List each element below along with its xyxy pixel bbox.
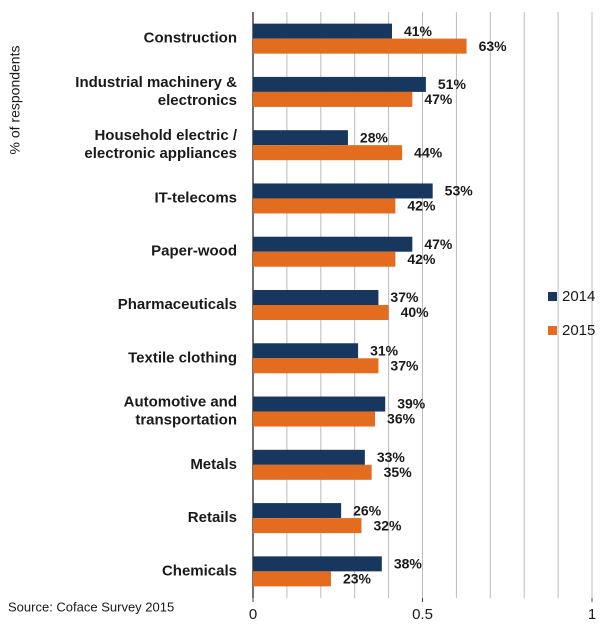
bar bbox=[253, 358, 379, 374]
y-tick-label: IT-telecoms bbox=[154, 189, 237, 206]
y-tick-label: Automotive and transportation bbox=[124, 394, 237, 429]
value-label: 53% bbox=[445, 183, 474, 199]
value-label: 39% bbox=[397, 396, 426, 412]
y-tick-label: Chemicals bbox=[162, 562, 237, 579]
bar bbox=[253, 76, 426, 92]
y-tick-label: Industrial machinery & electronics bbox=[75, 74, 237, 109]
value-label: 44% bbox=[414, 144, 443, 160]
bar bbox=[253, 236, 413, 252]
bar bbox=[253, 145, 403, 161]
y-tick-label: Household electric / electronic appliance… bbox=[84, 127, 237, 162]
bar bbox=[253, 183, 433, 199]
value-label: 33% bbox=[377, 449, 406, 465]
value-label: 38% bbox=[394, 556, 423, 572]
bar bbox=[253, 290, 379, 305]
bar bbox=[253, 38, 467, 54]
value-label: 41% bbox=[404, 23, 433, 39]
bar bbox=[253, 251, 396, 267]
bar bbox=[253, 343, 359, 359]
source: Source: Coface Survey 2015 bbox=[8, 599, 174, 614]
legend-swatch bbox=[548, 326, 557, 335]
bar bbox=[253, 198, 396, 214]
value-label: 51% bbox=[438, 76, 467, 92]
y-tick-label: Metals bbox=[190, 456, 237, 473]
value-label: 37% bbox=[390, 289, 419, 305]
bar bbox=[253, 396, 386, 412]
bar bbox=[253, 305, 389, 320]
bar bbox=[253, 130, 348, 146]
value-label: 47% bbox=[424, 236, 453, 252]
y-tick-label: Pharmaceuticals bbox=[118, 296, 237, 313]
value-label: 36% bbox=[387, 411, 416, 427]
legend-label: 2014 bbox=[562, 288, 595, 305]
value-label: 40% bbox=[401, 304, 430, 320]
bar bbox=[253, 518, 362, 534]
bar bbox=[253, 503, 342, 519]
value-label: 28% bbox=[360, 129, 389, 145]
value-label: 23% bbox=[343, 571, 372, 587]
bar bbox=[253, 464, 372, 480]
y-axis-label: % of respondents bbox=[7, 46, 23, 155]
legend-label: 2015 bbox=[562, 322, 595, 339]
value-label: 35% bbox=[384, 464, 413, 480]
x-tick-label: 0 bbox=[249, 606, 257, 623]
bar bbox=[253, 411, 376, 427]
bar bbox=[253, 91, 413, 107]
y-tick-label: Paper-wood bbox=[151, 243, 237, 260]
x-tick-label: 0.5 bbox=[412, 606, 433, 623]
bar bbox=[253, 449, 365, 465]
value-label: 31% bbox=[370, 342, 399, 358]
y-tick-label: Textile clothing bbox=[128, 349, 237, 366]
value-label: 26% bbox=[353, 502, 382, 518]
bar bbox=[253, 23, 392, 39]
bar bbox=[253, 556, 382, 572]
value-label: 42% bbox=[407, 251, 436, 267]
value-label: 47% bbox=[424, 91, 453, 107]
bar bbox=[253, 571, 331, 587]
legend-swatch bbox=[548, 292, 557, 301]
value-label: 63% bbox=[479, 38, 508, 54]
y-tick-label: Construction bbox=[144, 30, 237, 47]
y-tick-label: Retails bbox=[188, 509, 237, 526]
x-tick-label: 1 bbox=[588, 606, 596, 623]
value-label: 42% bbox=[407, 198, 436, 214]
value-label: 37% bbox=[390, 357, 419, 373]
value-label: 32% bbox=[373, 517, 402, 533]
